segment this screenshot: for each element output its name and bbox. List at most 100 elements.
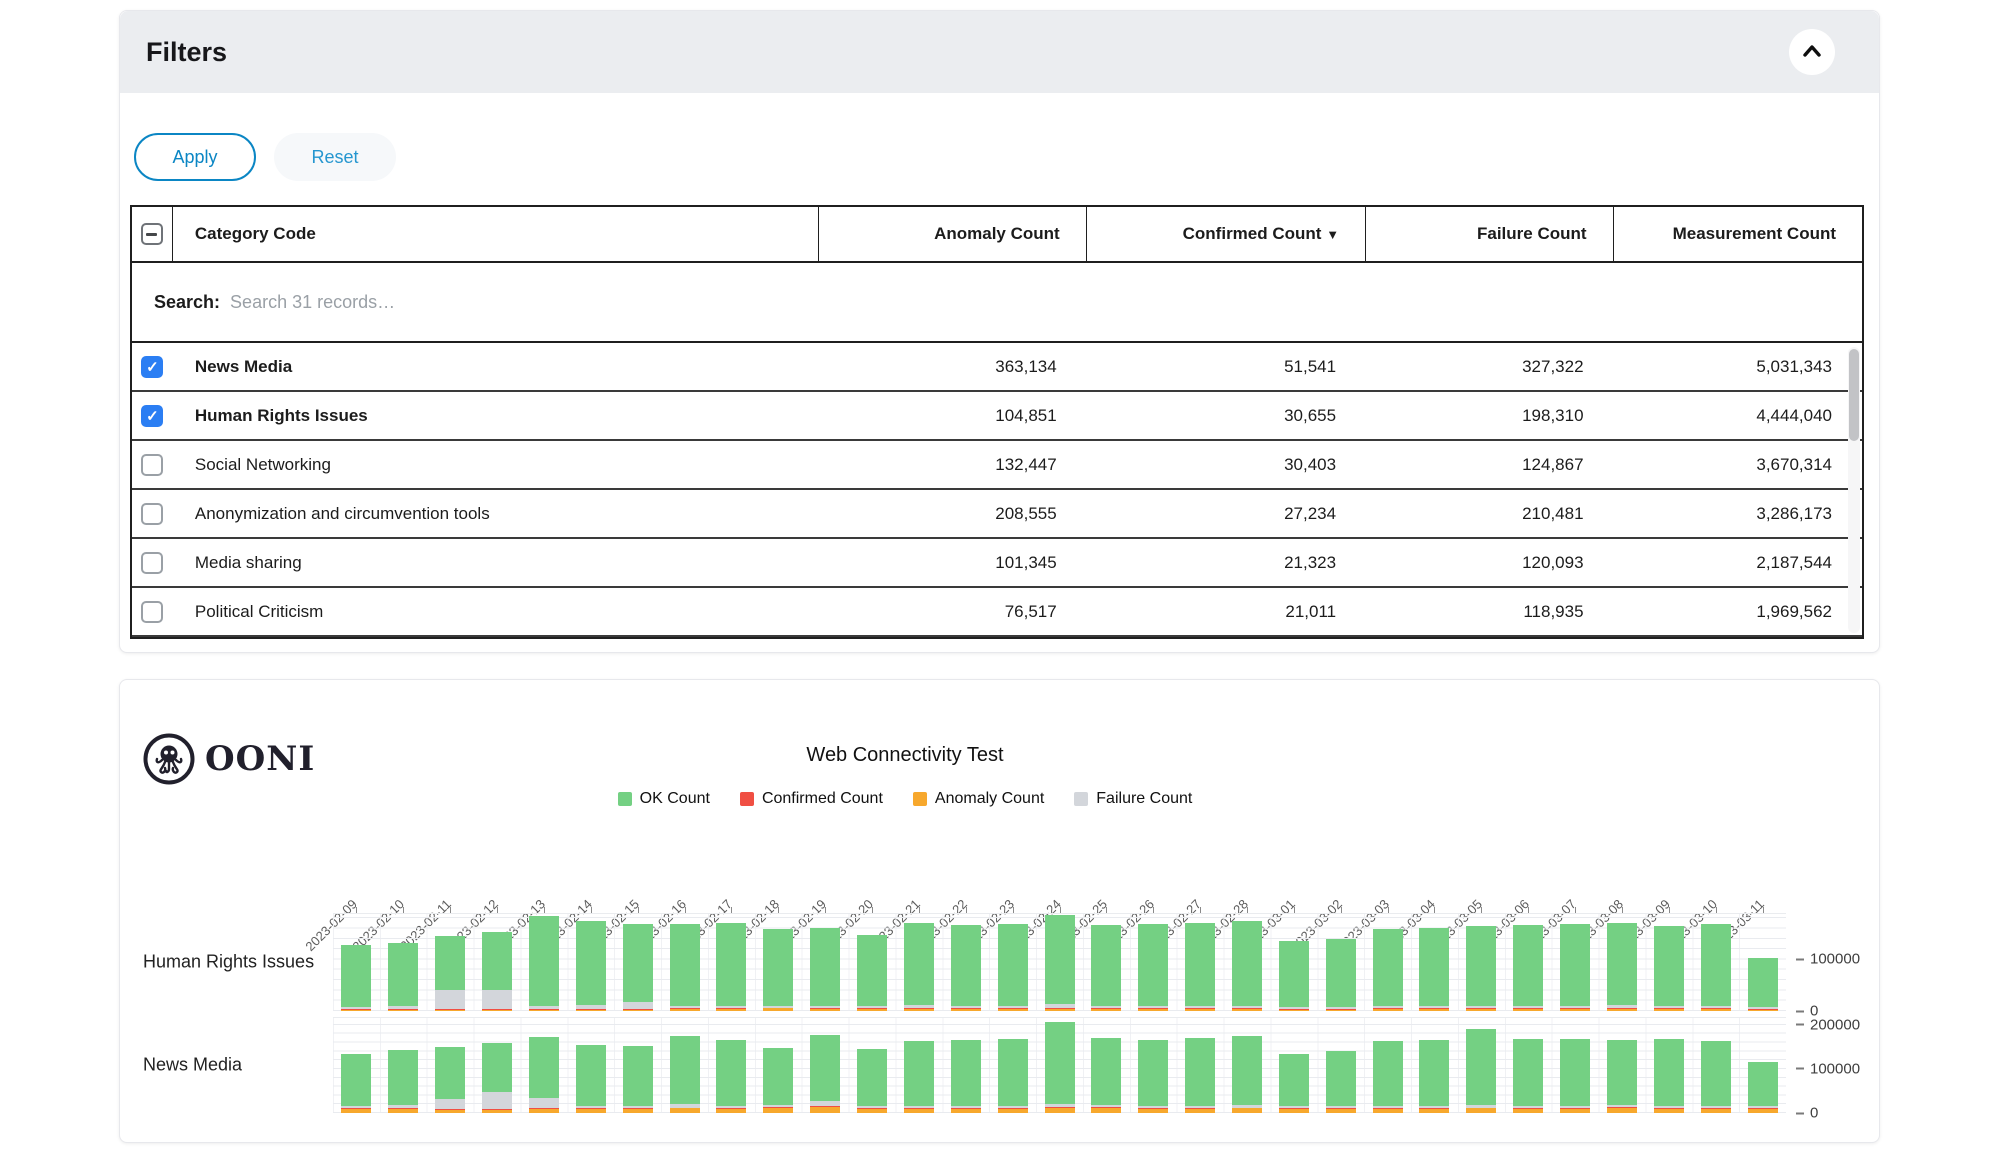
bar-segment-anomaly: [951, 1109, 981, 1113]
table-row[interactable]: ✓News Media363,13451,541327,3225,031,343: [132, 343, 1862, 392]
category-cell: Social Networking: [173, 441, 819, 488]
category-cell: Media sharing: [173, 539, 819, 586]
measurement-cell: 3,286,173: [1614, 490, 1862, 537]
select-all-checkbox[interactable]: [141, 223, 163, 245]
legend-item[interactable]: Anomaly Count: [913, 790, 1044, 808]
bar-segment-anomaly: [1701, 1109, 1731, 1113]
stacked-bar: [1326, 1051, 1356, 1113]
stacked-bar: [435, 1047, 465, 1113]
bar-segment-anomaly: [1701, 1009, 1731, 1011]
reset-button[interactable]: Reset: [274, 133, 396, 181]
bar-segment-ok: [388, 1050, 418, 1105]
bar-segment-ok: [1748, 1062, 1778, 1106]
stacked-bar: [1466, 926, 1496, 1011]
row-checkbox[interactable]: [141, 552, 163, 574]
column-header-failure[interactable]: Failure Count: [1366, 207, 1613, 261]
stacked-bar: [1513, 925, 1543, 1011]
bar-segment-ok: [1326, 939, 1356, 1007]
bar-segment-anomaly: [998, 1109, 1028, 1113]
stacked-bar: [341, 1054, 371, 1113]
bar-segment-anomaly: [763, 1008, 793, 1011]
bar-segment-ok: [951, 925, 981, 1007]
table-row[interactable]: Media sharing101,34521,323120,0932,187,5…: [132, 539, 1862, 588]
stacked-bar: [1045, 1022, 1075, 1113]
bar-segment-ok: [1560, 924, 1590, 1007]
bar-segment-anomaly: [388, 1010, 418, 1011]
bar-segment-anomaly: [1091, 1009, 1121, 1011]
bar-segment-anomaly: [1326, 1010, 1356, 1012]
legend-item[interactable]: OK Count: [618, 790, 710, 808]
category-cell: News Media: [173, 343, 819, 390]
column-header-anomaly[interactable]: Anomaly Count: [819, 207, 1086, 261]
bar-segment-failure: [482, 1092, 512, 1109]
stacked-bar: [1373, 929, 1403, 1011]
y-axis-tick: [1796, 1010, 1804, 1012]
bar-segment-anomaly: [1373, 1009, 1403, 1011]
table-row[interactable]: ✓Human Rights Issues104,85130,655198,310…: [132, 392, 1862, 441]
bar-segment-anomaly: [1654, 1109, 1684, 1113]
y-axis-label: 100000: [1796, 951, 1860, 968]
row-checkbox[interactable]: [141, 503, 163, 525]
bar-segment-anomaly: [341, 1109, 371, 1113]
anomaly-cell: 132,447: [819, 441, 1086, 488]
legend-item[interactable]: Failure Count: [1074, 790, 1192, 808]
select-all-cell: [132, 207, 173, 261]
legend-swatch-icon: [1074, 792, 1088, 806]
row-checkbox[interactable]: ✓: [141, 356, 163, 378]
bar-segment-failure: [623, 1002, 653, 1009]
scrollbar-thumb[interactable]: [1849, 349, 1859, 441]
column-header-measurement[interactable]: Measurement Count: [1614, 207, 1862, 261]
confirmed-cell: 27,234: [1087, 490, 1366, 537]
legend-item[interactable]: Confirmed Count: [740, 790, 883, 808]
table-body: ✓News Media363,13451,541327,3225,031,343…: [132, 343, 1862, 637]
bar-segment-anomaly: [1138, 1009, 1168, 1011]
measurement-cell: 2,187,544: [1614, 539, 1862, 586]
bar-segment-ok: [904, 1041, 934, 1106]
bar-segment-anomaly: [1419, 1109, 1449, 1113]
legend-label: Failure Count: [1096, 790, 1192, 808]
x-axis-labels: 2023-02-092023-02-102023-02-112023-02-12…: [333, 821, 1786, 907]
bar-segment-anomaly: [341, 1010, 371, 1011]
row-checkbox[interactable]: [141, 454, 163, 476]
stacked-bar: [388, 1050, 418, 1113]
stacked-bar: [576, 1045, 606, 1113]
collapse-panel-button[interactable]: [1789, 29, 1835, 75]
stacked-bar: [388, 943, 418, 1011]
bar-segment-ok: [998, 1039, 1028, 1106]
column-header-confirmed[interactable]: Confirmed Count ▼: [1087, 207, 1366, 261]
bar-segment-ok: [1466, 1029, 1496, 1105]
table-row[interactable]: Political Criticism76,51721,011118,9351,…: [132, 588, 1862, 637]
bar-segment-anomaly: [435, 1110, 465, 1114]
bar-segment-anomaly: [482, 1010, 512, 1011]
confirmed-cell: 30,655: [1087, 392, 1366, 439]
bar-segment-anomaly: [1607, 1009, 1637, 1011]
row-checkbox[interactable]: ✓: [141, 405, 163, 427]
apply-button[interactable]: Apply: [134, 133, 256, 181]
bar-segment-failure: [435, 1099, 465, 1109]
sort-desc-icon: ▼: [1326, 227, 1339, 242]
stacked-bar: [529, 1037, 559, 1113]
bar-segment-anomaly: [670, 1009, 700, 1011]
bar-segment-ok: [951, 1040, 981, 1106]
failure-cell: 327,322: [1366, 343, 1613, 390]
bar-segment-ok: [904, 923, 934, 1006]
bar-segment-anomaly: [1232, 1108, 1262, 1113]
category-cell: Anonymization and circumvention tools: [173, 490, 819, 537]
bar-segment-ok: [1279, 1054, 1309, 1106]
bar-segment-anomaly: [1232, 1009, 1262, 1011]
bar-segment-ok: [716, 923, 746, 1006]
table-row[interactable]: Anonymization and circumvention tools208…: [132, 490, 1862, 539]
stacked-bar: [1419, 928, 1449, 1011]
stacked-bar: [998, 924, 1028, 1011]
bar-segment-anomaly: [1513, 1009, 1543, 1011]
y-axis-tick: [1796, 1112, 1804, 1114]
search-input[interactable]: [230, 292, 1862, 313]
column-header-category[interactable]: Category Code: [173, 207, 819, 261]
legend-swatch-icon: [740, 792, 754, 806]
bar-segment-anomaly: [951, 1009, 981, 1011]
stacked-bar: [1560, 924, 1590, 1011]
row-checkbox[interactable]: [141, 601, 163, 623]
stacked-bar: [1185, 1038, 1215, 1113]
table-row[interactable]: Social Networking132,44730,403124,8673,6…: [132, 441, 1862, 490]
measurement-cell: 5,031,343: [1614, 343, 1862, 390]
